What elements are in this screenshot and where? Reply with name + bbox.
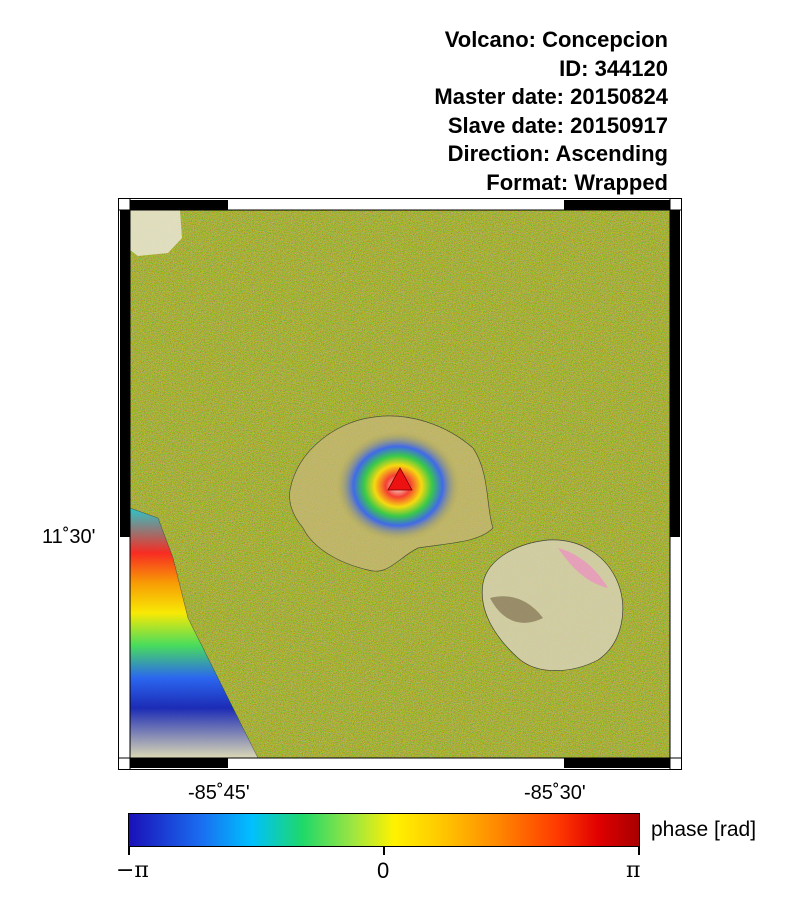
master-date: Master date: 20150824: [434, 84, 668, 110]
slave-date: Slave date: 20150917: [447, 112, 668, 138]
frame-ticks: [118, 198, 682, 770]
colorbar-tick-max: [638, 847, 640, 855]
nw-island: [130, 210, 182, 256]
volcano-name: Volcano: Concepcion: [444, 27, 668, 52]
volcano-marker-icon: [387, 467, 413, 491]
maderas-island: [481, 539, 624, 671]
phase-colorbar: [128, 813, 640, 847]
phase-format: Format: Wrapped: [486, 169, 668, 195]
colorbar-label-max: π: [626, 858, 641, 883]
orbit-direction: Direction: Ascending: [447, 141, 668, 167]
volcano-id: ID: 344120: [559, 55, 668, 81]
interferogram-map: [118, 198, 682, 770]
longitude-tick-label-west: -85˚45': [188, 782, 250, 804]
phase-field: [130, 210, 670, 758]
colorbar-tick-mid: [383, 847, 385, 855]
colorbar-label-min: −π: [116, 858, 149, 883]
title-block: Volcano: Concepcion ID: 344120 Master da…: [434, 26, 668, 198]
longitude-tick-label-east: -85˚30': [524, 782, 586, 804]
colorbar-title: phase [rad]: [651, 818, 757, 841]
colorbar-label-mid: 0: [377, 858, 390, 883]
colorbar-tick-min: [128, 847, 130, 855]
map-svg: [118, 198, 682, 770]
colorbar-gradient: [128, 813, 640, 847]
latitude-tick-label: 11˚30': [42, 526, 96, 548]
west-shore-fringes: [130, 508, 258, 758]
